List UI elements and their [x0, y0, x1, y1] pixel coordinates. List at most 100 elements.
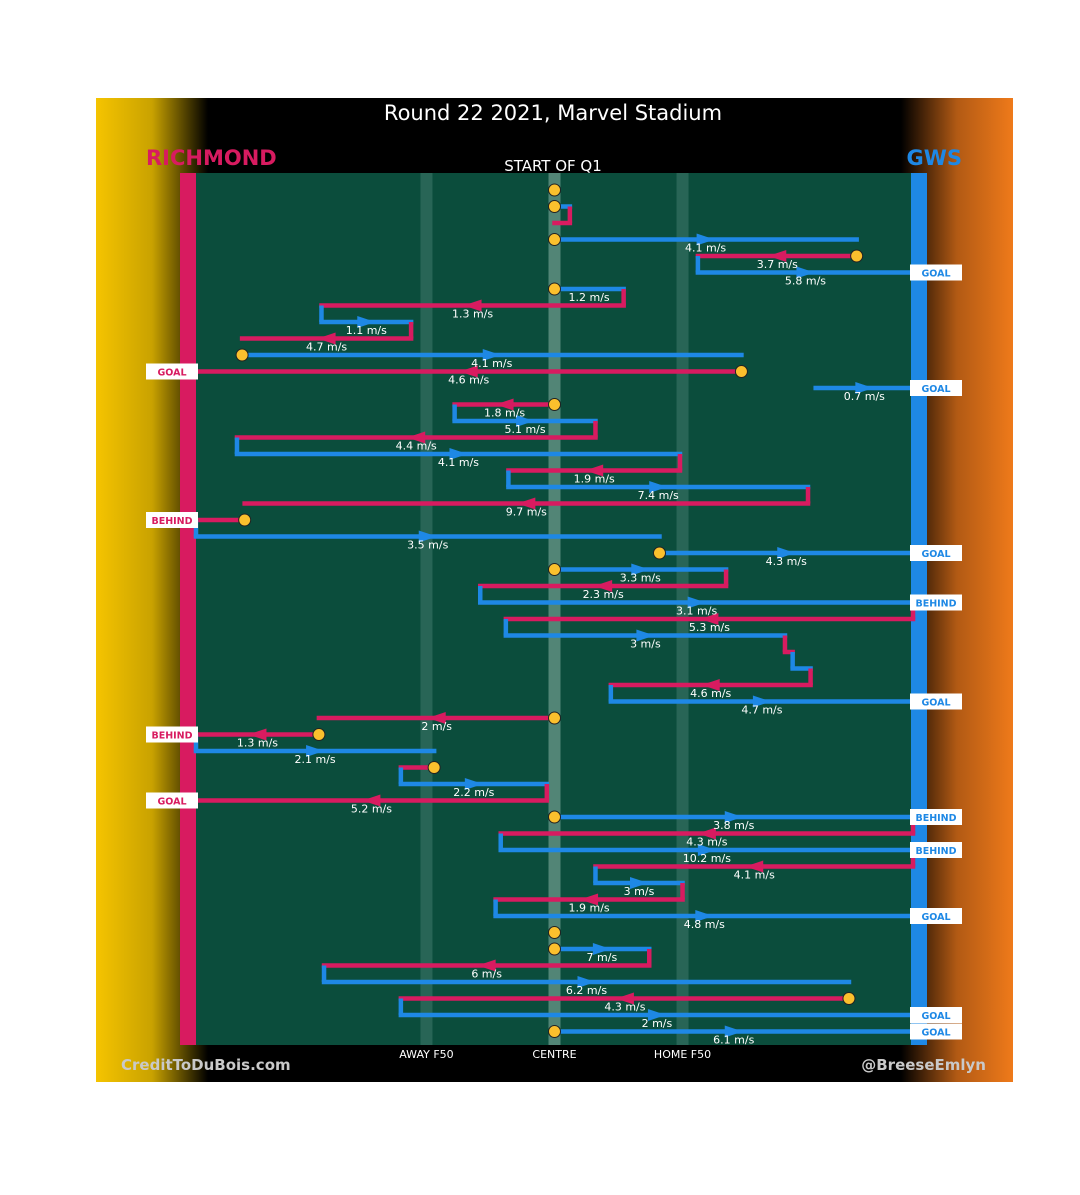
chart-frame: 4.1 m/s 3.7 m/s 5.8 m/s GOAL 1.2 m/s 1.3 m/s 1…	[96, 98, 1013, 1082]
speed-label: 1.2 m/s	[568, 291, 609, 304]
speed-label: 6.2 m/s	[566, 984, 607, 997]
stoppage-marker	[548, 1025, 561, 1038]
speed-label: 4.1 m/s	[438, 456, 479, 469]
speed-label: 4.1 m/s	[734, 869, 775, 882]
chains-layer	[193, 183, 916, 1038]
speed-label: 1.3 m/s	[452, 308, 493, 321]
x-axis: AWAY F50 CENTRE HOME F50	[399, 1048, 711, 1061]
direction-arrow	[796, 266, 815, 279]
speed-label: 3 m/s	[624, 885, 655, 898]
speed-label: 4.1 m/s	[471, 357, 512, 370]
speed-label: 1.9 m/s	[568, 902, 609, 915]
speed-label: 6.1 m/s	[713, 1034, 754, 1047]
direction-arrow	[697, 844, 716, 856]
credit-left: CreditToDuBois.com	[121, 1056, 291, 1074]
stoppage-marker	[235, 348, 249, 362]
outcome-label: BEHIND	[151, 731, 192, 742]
team-right-label: GWS	[906, 146, 962, 170]
outcome-label: GOAL	[157, 368, 186, 379]
direction-arrow	[724, 811, 743, 823]
speed-label: 4.3 m/s	[766, 555, 807, 568]
outcome-badge	[146, 512, 198, 528]
speed-label: 4.8 m/s	[684, 918, 725, 931]
zone-band-3	[676, 173, 689, 1045]
speed-label: 3 m/s	[630, 638, 661, 651]
x-tick-label-3: HOME F50	[654, 1048, 711, 1061]
speed-label: 5.3 m/s	[689, 621, 730, 634]
direction-arrow	[482, 349, 501, 361]
stoppage-marker	[548, 398, 561, 411]
outcome-badge	[910, 594, 962, 611]
direction-arrow	[752, 695, 771, 708]
stoppage-marker	[548, 810, 561, 824]
outcome-label: GOAL	[921, 912, 950, 923]
direction-arrow	[463, 299, 482, 312]
speed-label: 7.4 m/s	[638, 489, 679, 502]
stoppage-marker	[548, 233, 561, 246]
outcome-badge	[910, 842, 962, 858]
possession-chain-chart: 4.1 m/s 3.7 m/s 5.8 m/s GOAL 1.2 m/s 1.3 m/s 1…	[96, 98, 1013, 1082]
direction-arrow	[768, 250, 787, 262]
x-tick-label-2: CENTRE	[532, 1048, 576, 1061]
zone-band-2	[548, 173, 561, 1045]
stoppage-marker	[548, 183, 561, 197]
speed-label: 4.3 m/s	[686, 836, 727, 849]
direction-arrow	[649, 481, 668, 493]
speed-label: 2.1 m/s	[294, 753, 335, 766]
direction-arrow	[306, 745, 325, 757]
outcome-label: GOAL	[921, 1011, 950, 1022]
stoppage-marker	[548, 563, 561, 576]
quarter-label: START OF Q1	[504, 157, 602, 175]
outcome-label: GOAL	[921, 269, 950, 280]
outcome-badge	[910, 380, 962, 396]
direction-arrow	[427, 712, 446, 724]
team-left-label: RICHMOND	[146, 146, 277, 170]
direction-arrow	[464, 778, 483, 790]
direction-arrow	[592, 943, 611, 955]
stoppage-marker	[548, 282, 561, 296]
speed-label: 4.1 m/s	[685, 242, 726, 255]
direction-arrow	[407, 431, 426, 444]
outcome-badge	[910, 545, 962, 561]
outcome-badge	[910, 1007, 962, 1023]
speed-label: 1.9 m/s	[574, 473, 615, 486]
speed-label: 1.8 m/s	[484, 407, 525, 420]
speed-label: 3.8 m/s	[713, 819, 754, 832]
stoppage-marker	[548, 926, 561, 939]
outcome-label: GOAL	[921, 698, 950, 709]
direction-arrow	[647, 1009, 666, 1021]
direction-arrow	[248, 728, 267, 741]
outcome-label: BEHIND	[915, 813, 956, 824]
stoppage-marker	[548, 711, 561, 725]
speed-label: 4.3 m/s	[604, 1001, 645, 1014]
speed-label: 2.2 m/s	[453, 786, 494, 799]
outcome-badge	[910, 264, 962, 281]
speed-label: 5.8 m/s	[785, 275, 826, 288]
direction-arrow	[745, 860, 764, 873]
speed-label: 10.2 m/s	[683, 852, 731, 865]
stoppage-marker	[238, 513, 252, 527]
speed-label: 4.4 m/s	[396, 440, 437, 453]
outcome-badge	[146, 726, 198, 743]
outcome-label: GOAL	[921, 549, 950, 560]
speed-label: 4.7 m/s	[741, 704, 782, 717]
direction-arrow	[449, 448, 468, 460]
direction-arrow	[615, 992, 634, 1005]
speed-label: 7 m/s	[587, 951, 618, 964]
direction-arrow	[701, 679, 720, 691]
stoppage-marker	[548, 200, 561, 213]
direction-arrow	[636, 629, 655, 642]
outcome-badge	[910, 1023, 962, 1040]
outcome-label: BEHIND	[151, 516, 192, 527]
labels-layer: 4.1 m/s 3.7 m/s 5.8 m/s GOAL 1.2 m/s 1.3 m/s 1…	[146, 242, 962, 1047]
credit-right: @BreeseEmlyn	[861, 1056, 986, 1074]
speed-label: 2.3 m/s	[583, 588, 624, 601]
direction-arrow	[477, 959, 496, 972]
direction-arrow	[418, 530, 437, 543]
direction-arrow	[577, 976, 596, 988]
stoppage-marker	[427, 761, 441, 774]
speed-label: 3.7 m/s	[757, 258, 798, 271]
direction-arrow	[459, 365, 478, 378]
speed-label: 4.6 m/s	[690, 687, 731, 700]
stoppage-marker	[842, 992, 856, 1005]
